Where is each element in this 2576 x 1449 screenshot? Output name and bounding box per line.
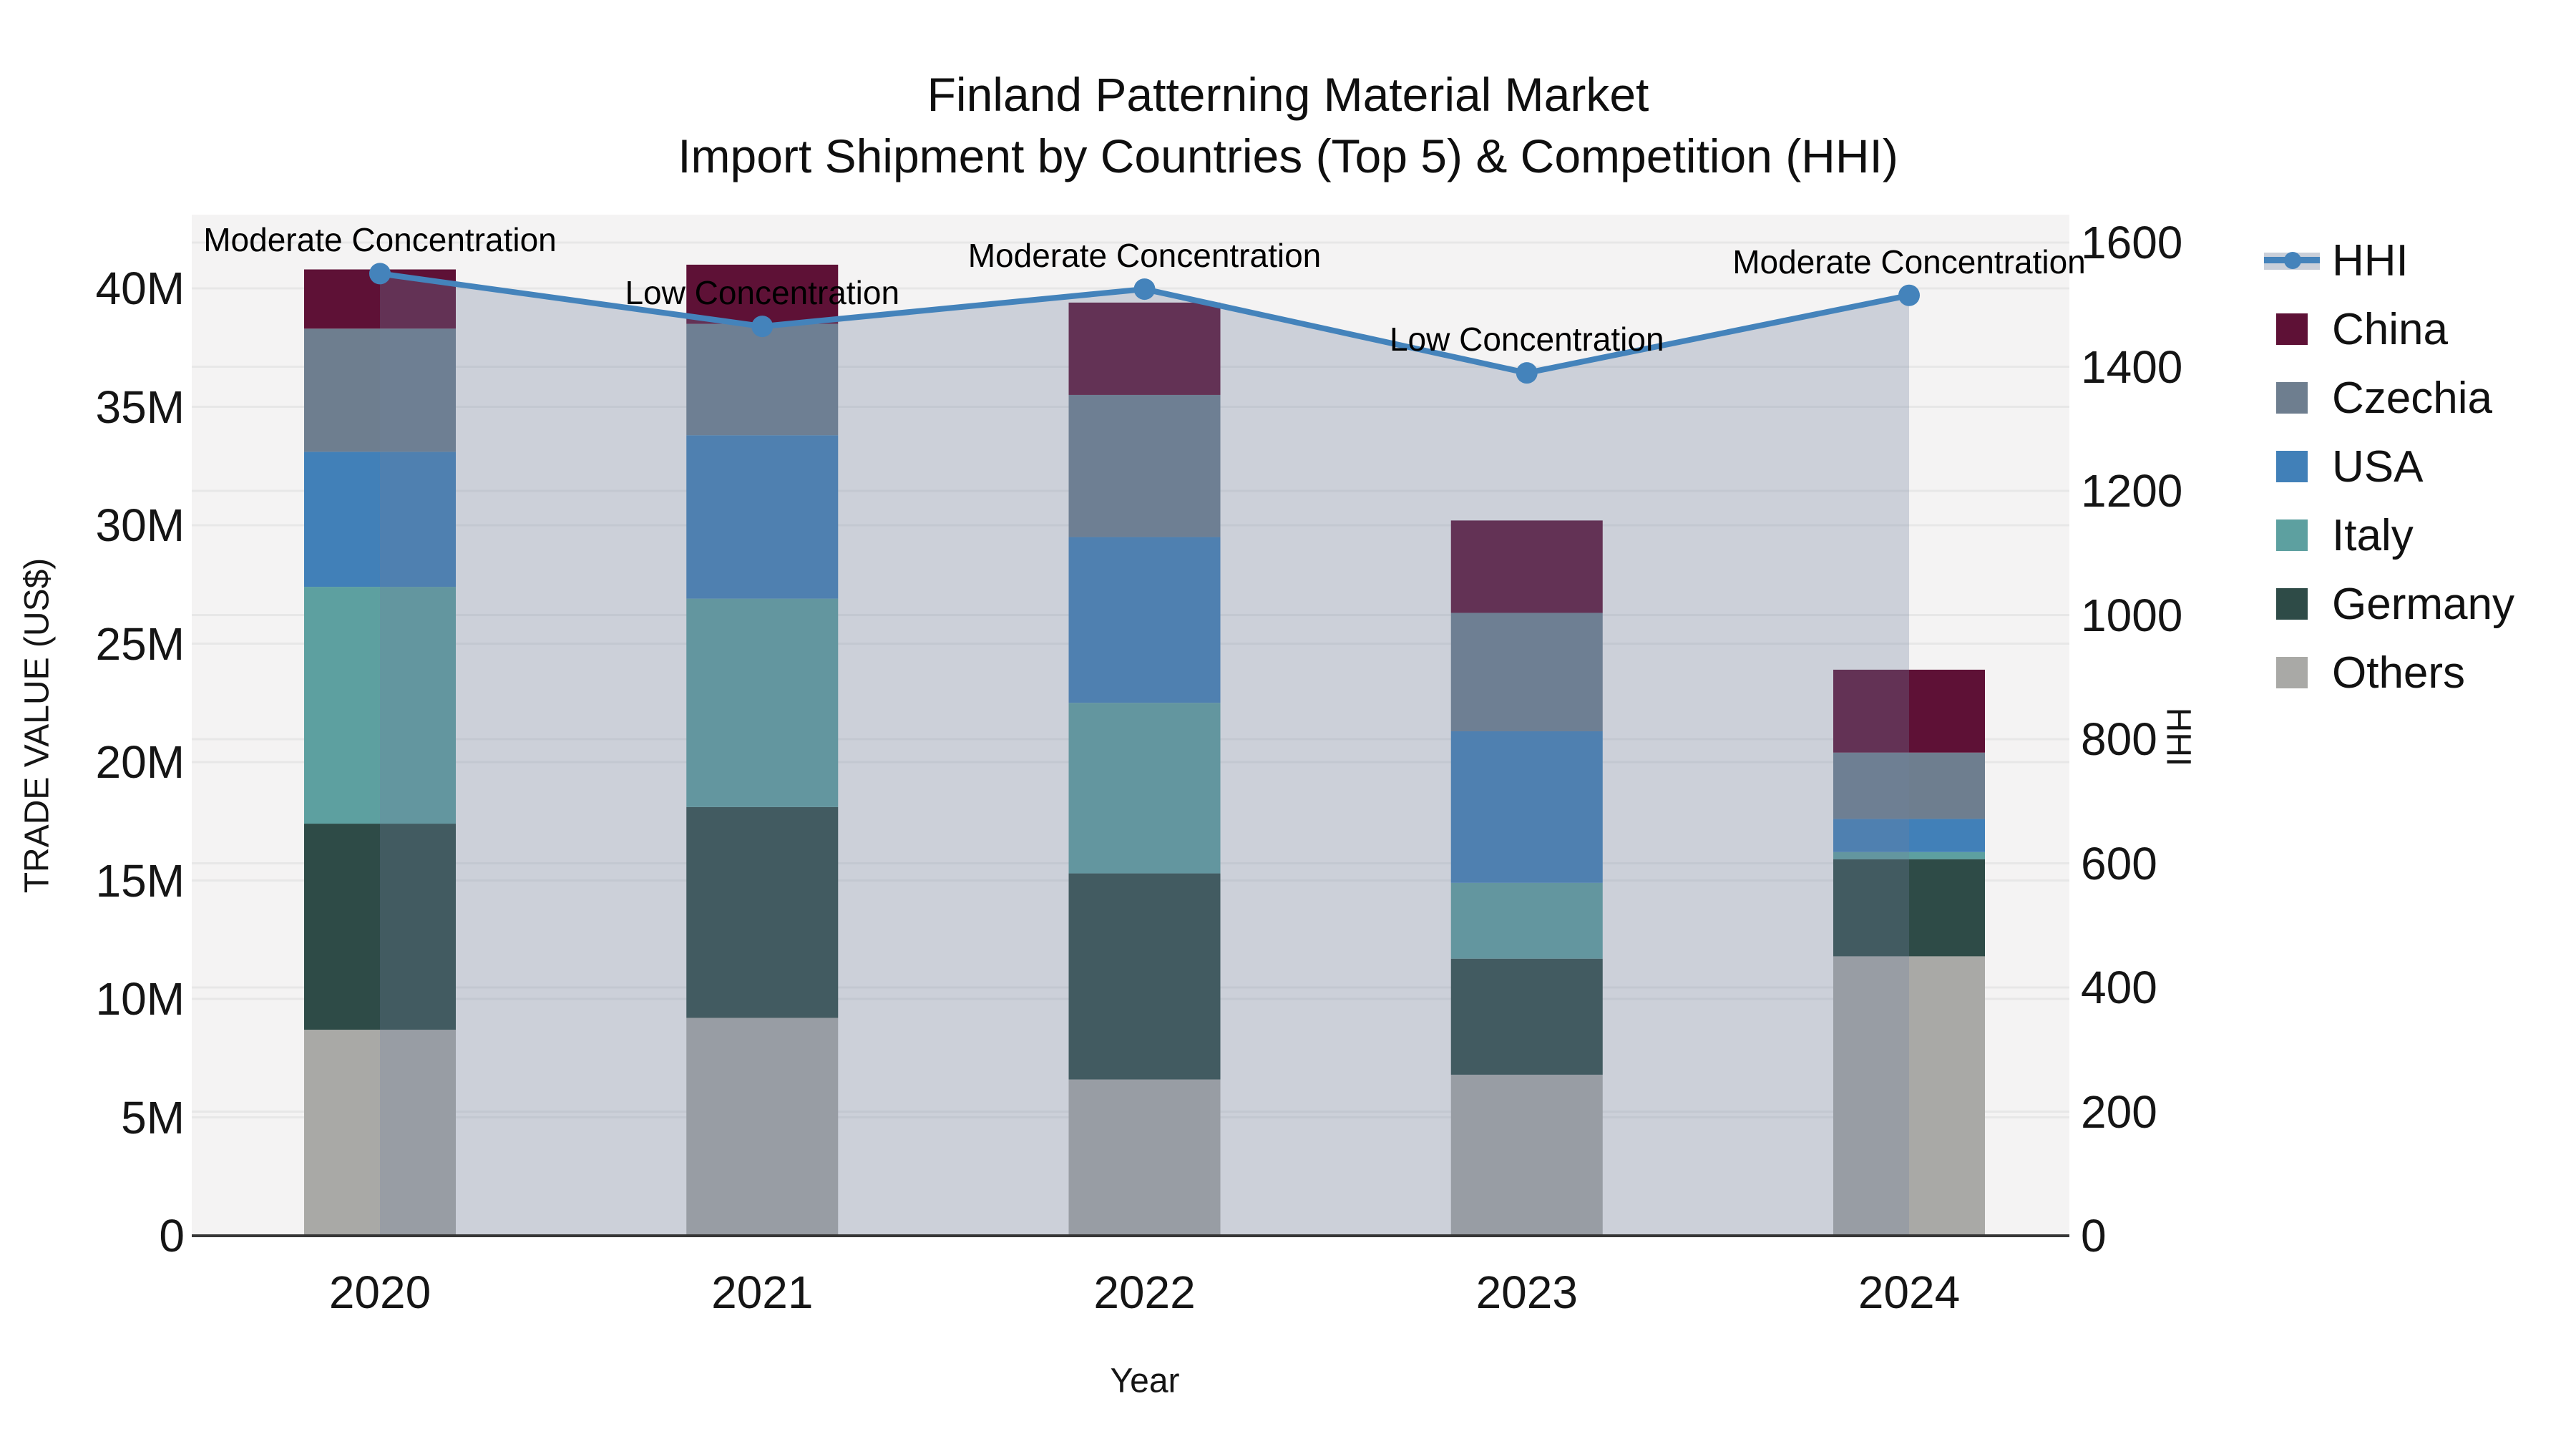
legend-swatch-china-square-icon: [2263, 313, 2321, 345]
y-left-tick-35M: 35M: [95, 381, 185, 433]
y-left-axis-title: TRADE VALUE (US$): [18, 557, 57, 894]
bar-segment-2020-usa: [304, 452, 456, 587]
bar-segment-2021-germany: [686, 806, 839, 1018]
legend-label-germany: Germany: [2332, 579, 2514, 629]
annotation-2023: Low Concentration: [1389, 321, 1664, 358]
bar-segment-2022-others: [1068, 1079, 1221, 1236]
bar-segment-2024-china: [1833, 669, 1985, 753]
hhi-area-fill: [380, 273, 1909, 1236]
legend-swatch-hhi-line-icon: [2263, 250, 2321, 270]
bar-segment-2022-usa: [1068, 537, 1221, 703]
legend-item-china[interactable]: China: [2263, 295, 2514, 364]
legend-label-others: Others: [2332, 648, 2466, 698]
bar-segment-2022-italy: [1068, 703, 1221, 874]
bar-segment-2021-others: [686, 1018, 839, 1236]
y-left-tick-40M: 40M: [95, 263, 185, 314]
hhi-marker-2023: [1516, 362, 1538, 384]
bar-segment-2021-italy: [686, 598, 839, 807]
annotation-2020: Moderate Concentration: [203, 221, 557, 259]
y-left-tick-20M: 20M: [95, 736, 185, 788]
legend-label-czechia: Czechia: [2332, 373, 2492, 423]
chart-title-line1: Finland Patterning Material Market: [927, 68, 1649, 121]
y-right-tick-0: 0: [2081, 1210, 2107, 1262]
y-left-tick-0: 0: [159, 1210, 185, 1262]
y-left-tick-30M: 30M: [95, 499, 185, 551]
legend-item-italy[interactable]: Italy: [2263, 501, 2514, 570]
y-left-tick-25M: 25M: [95, 618, 185, 670]
y-right-tick-200: 200: [2081, 1085, 2157, 1138]
bar-segment-2024-czechia: [1833, 752, 1985, 819]
bar-segment-2024-usa: [1833, 819, 1985, 852]
x-tick-2022: 2022: [1093, 1267, 1196, 1318]
bar-segment-2020-italy: [304, 587, 456, 824]
y-right-axis-title: HHI: [2159, 707, 2197, 767]
y-right-tick-400: 400: [2081, 962, 2157, 1013]
x-axis-title: Year: [1110, 1362, 1180, 1400]
legend-swatch-italy-square-icon: [2263, 519, 2321, 551]
legend-swatch-czechia-square-icon: [2263, 382, 2321, 414]
bar-segment-2023-others: [1450, 1074, 1603, 1236]
bar-segment-2022-germany: [1068, 873, 1221, 1080]
legend-item-others[interactable]: Others: [2263, 638, 2514, 707]
x-tick-2023: 2023: [1475, 1267, 1578, 1318]
bar-segment-2021-usa: [686, 435, 839, 599]
hhi-marker-2022: [1133, 278, 1156, 301]
annotation-2022: Moderate Concentration: [967, 237, 1322, 275]
bar-segment-2020-germany: [304, 824, 456, 1030]
bar-segment-2021-czechia: [686, 323, 839, 436]
hhi-marker-2024: [1898, 284, 1920, 306]
chart-title-line2: Import Shipment by Countries (Top 5) & C…: [678, 130, 1898, 182]
legend: HHI China Czechia USA Italy Germany Others: [2263, 226, 2514, 707]
legend-item-usa[interactable]: USA: [2263, 432, 2514, 501]
hhi-marker-2021: [751, 316, 774, 338]
annotation-2024: Moderate Concentration: [1732, 243, 2086, 280]
y-left-tick-15M: 15M: [95, 854, 185, 907]
bar-segment-2023-germany: [1450, 958, 1603, 1075]
y-right-tick-1200: 1200: [2081, 465, 2183, 517]
x-tick-2020: 2020: [328, 1267, 431, 1318]
legend-item-germany[interactable]: Germany: [2263, 570, 2514, 638]
legend-label-italy: Italy: [2332, 510, 2414, 560]
x-tick-2024: 2024: [1858, 1267, 1961, 1318]
legend-item-czechia[interactable]: Czechia: [2263, 364, 2514, 432]
legend-swatch-germany-square-icon: [2263, 588, 2321, 620]
y-right-tick-600: 600: [2081, 837, 2157, 889]
y-right-tick-1000: 1000: [2081, 589, 2183, 641]
bar-segment-2021-china: [686, 264, 839, 324]
x-tick-2021: 2021: [711, 1267, 814, 1318]
legend-label-hhi: HHI: [2332, 235, 2409, 286]
legend-item-hhi[interactable]: HHI: [2263, 226, 2514, 295]
legend-swatch-others-square-icon: [2263, 657, 2321, 688]
bar-segment-2024-others: [1833, 956, 1985, 1236]
bar-segment-2024-italy: [1833, 852, 1985, 859]
bar-segment-2022-china: [1068, 302, 1221, 395]
y-right-tick-800: 800: [2081, 713, 2157, 765]
y-right-tick-1600: 1600: [2081, 217, 2183, 268]
annotation-2021: Low Concentration: [625, 274, 900, 312]
legend-swatch-usa-square-icon: [2263, 451, 2321, 482]
bar-segment-2024-germany: [1833, 859, 1985, 957]
y-left-tick-10M: 10M: [95, 973, 185, 1025]
bar-segment-2020-czechia: [304, 328, 456, 452]
bar-segment-2023-china: [1450, 520, 1603, 613]
bar-segment-2023-czechia: [1450, 613, 1603, 731]
legend-label-china: China: [2332, 304, 2448, 354]
legend-label-usa: USA: [2332, 441, 2424, 492]
bar-segment-2023-usa: [1450, 731, 1603, 883]
y-left-tick-5M: 5M: [121, 1091, 185, 1143]
bar-segment-2020-others: [304, 1030, 456, 1236]
y-right-tick-1400: 1400: [2081, 341, 2183, 393]
bar-segment-2023-italy: [1450, 882, 1603, 959]
hhi-marker-2020: [369, 263, 391, 285]
bar-segment-2022-czechia: [1068, 394, 1221, 537]
